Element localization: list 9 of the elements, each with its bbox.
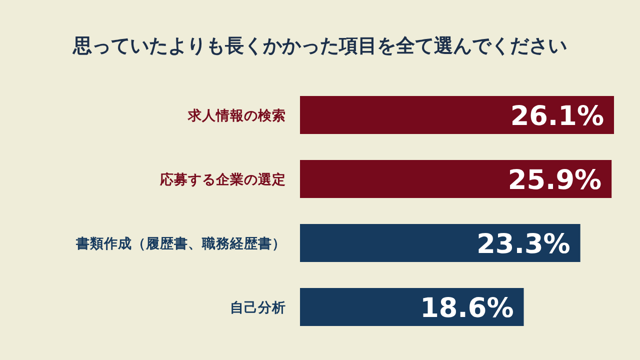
y-tick-label: 書類作成（履歴書、職務経歴書） [75,235,286,252]
data-label: 23.3% [476,229,570,260]
y-tick-label: 応募する企業の選定 [159,171,286,188]
y-tick-label: 求人情報の検索 [187,108,286,124]
data-label: 25.9% [508,165,602,196]
y-tick-label: 自己分析 [230,300,286,316]
chart-title: 思っていたよりも長くかかった項目を全て選んでください [72,35,567,57]
data-label: 18.6% [420,293,514,324]
data-label: 26.1% [510,101,604,132]
